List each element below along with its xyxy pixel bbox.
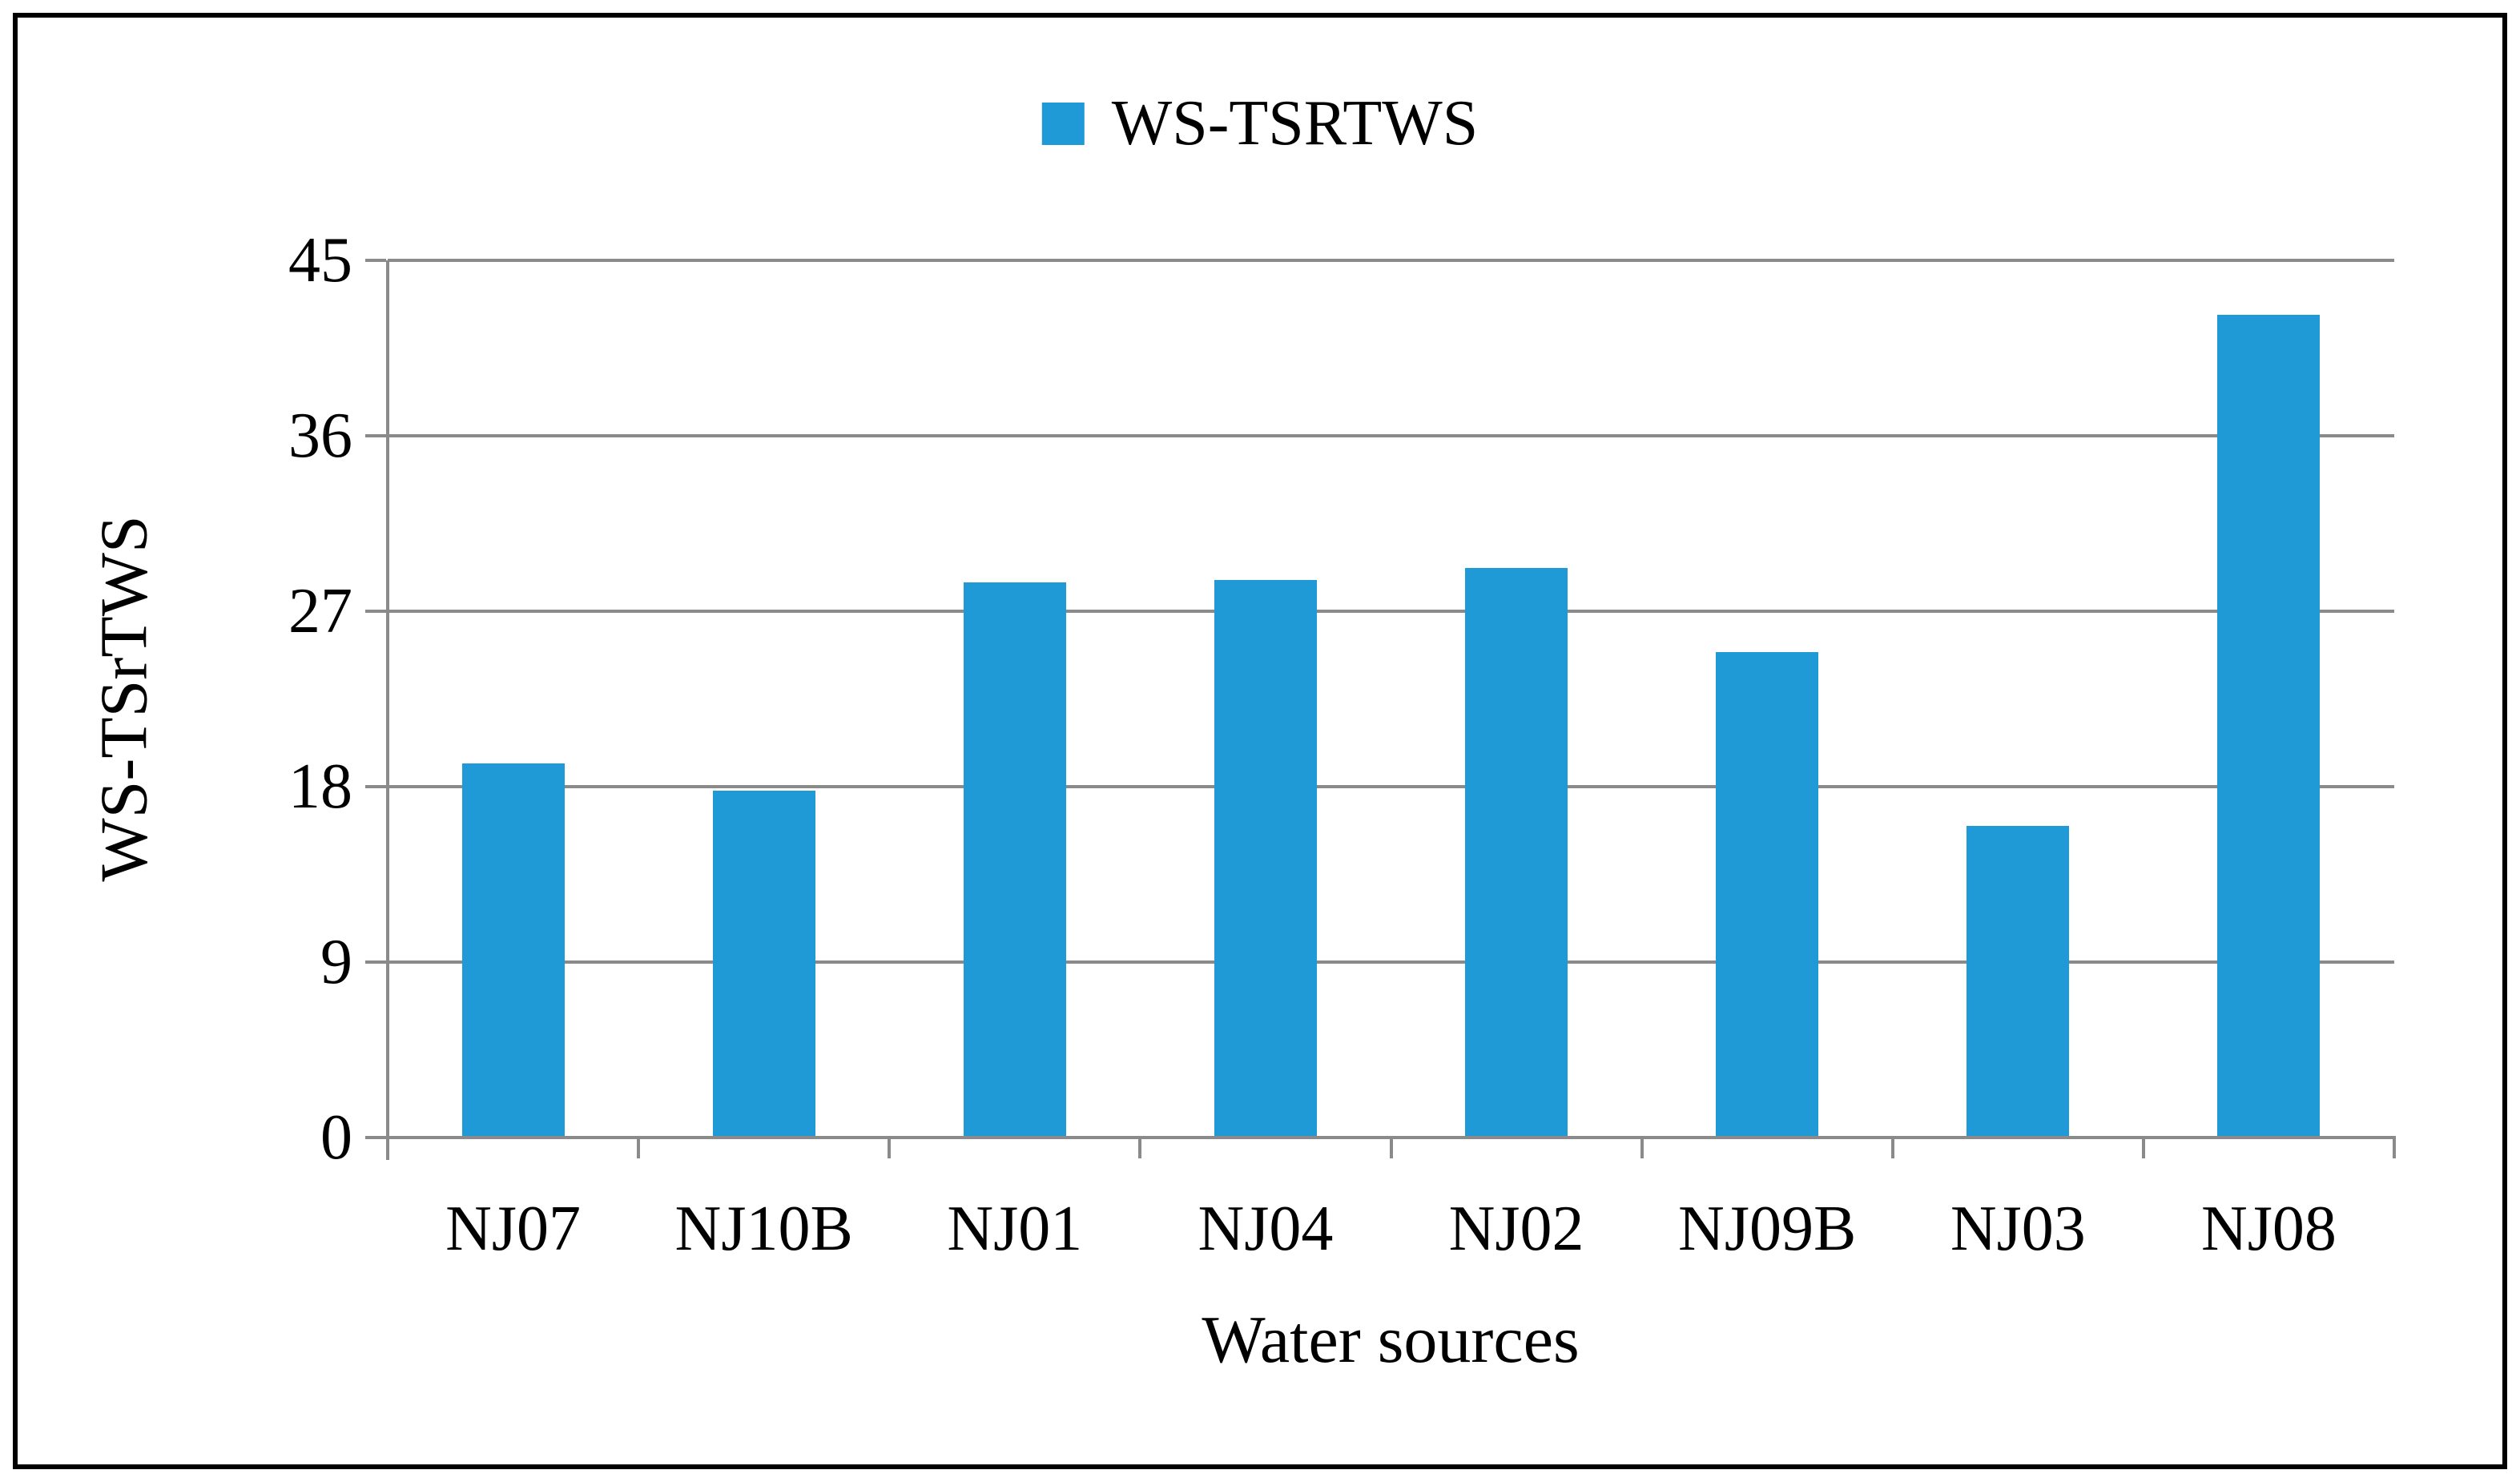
bar-NJ08 [2217,315,2321,1138]
y-tick-18 [365,785,386,788]
figure-border [13,13,2507,1469]
legend-series-label: WS-TSRTWS [1111,88,1479,159]
legend: WS-TSRTWS [1041,88,1479,159]
x-tick-1 [637,1138,641,1158]
y-tick-label-0: 0 [320,1102,352,1173]
x-tick-7 [2141,1138,2145,1158]
bar-NJ03 [1966,825,2070,1138]
x-category-label-NJ10B: NJ10B [674,1194,853,1264]
y-tick-9 [365,960,386,964]
gridline-y-27 [388,610,2394,613]
x-category-label-NJ07: NJ07 [445,1194,582,1264]
bar-NJ10B [712,790,815,1138]
y-tick-45 [365,259,386,262]
y-tick-label-27: 27 [288,576,352,646]
x-category-label-NJ09B: NJ09B [1678,1194,1857,1264]
x-tick-3 [1138,1138,1142,1158]
y-axis-line [386,260,389,1160]
x-category-label-NJ03: NJ03 [1950,1194,2086,1264]
gridline-y-9 [388,960,2394,964]
x-category-label-NJ04: NJ04 [1198,1194,1334,1264]
y-axis-title: WS-TSrTWS [87,515,162,882]
x-category-label-NJ02: NJ02 [1448,1194,1584,1264]
y-tick-label-9: 9 [320,927,352,997]
y-tick-0 [365,1136,386,1139]
y-tick-label-45: 45 [288,225,352,296]
bar-NJ04 [1214,580,1317,1138]
x-tick-5 [1640,1138,1644,1158]
x-axis-title: Water sources [1202,1303,1580,1377]
gridline-y-36 [388,434,2394,437]
y-tick-27 [365,610,386,613]
x-category-label-NJ08: NJ08 [2200,1194,2337,1264]
x-tick-6 [1890,1138,1894,1158]
x-tick-4 [1389,1138,1393,1158]
bar-NJ09B [1716,652,1819,1138]
y-tick-label-18: 18 [288,751,352,822]
y-tick-label-36: 36 [288,401,352,471]
gridline-y-18 [388,785,2394,788]
bar-NJ01 [963,582,1066,1138]
gridline-y-45 [388,259,2394,262]
x-category-label-NJ01: NJ01 [947,1194,1083,1264]
bar-NJ02 [1465,568,1568,1138]
x-tick-8 [2393,1138,2396,1158]
bar-NJ07 [461,763,565,1138]
y-tick-36 [365,434,386,437]
x-tick-0 [386,1138,389,1158]
x-tick-2 [888,1138,892,1158]
legend-swatch-icon [1041,102,1085,145]
